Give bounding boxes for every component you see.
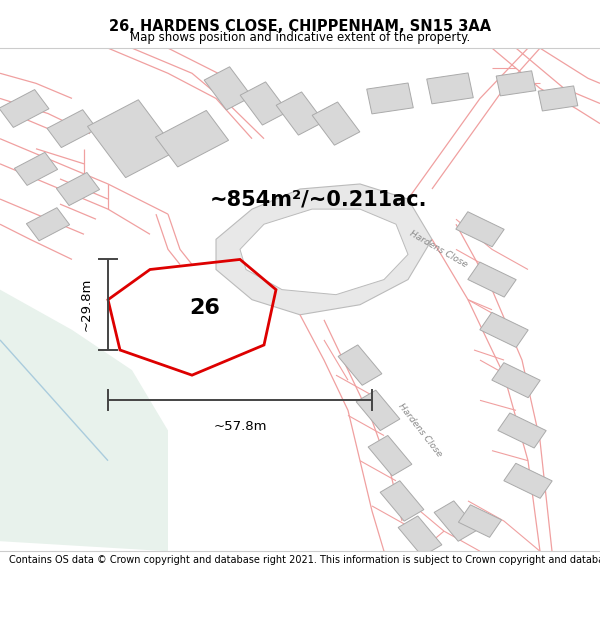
Text: 26, HARDENS CLOSE, CHIPPENHAM, SN15 3AA: 26, HARDENS CLOSE, CHIPPENHAM, SN15 3AA [109, 19, 491, 34]
Polygon shape [312, 102, 360, 145]
Polygon shape [380, 481, 424, 521]
Text: Hardens Close: Hardens Close [407, 229, 469, 269]
Polygon shape [47, 110, 97, 148]
Polygon shape [88, 100, 176, 178]
Polygon shape [240, 82, 288, 125]
Polygon shape [504, 463, 552, 498]
Text: ~57.8m: ~57.8m [213, 421, 267, 434]
Polygon shape [496, 71, 536, 96]
Text: Map shows position and indicative extent of the property.: Map shows position and indicative extent… [130, 31, 470, 44]
Polygon shape [155, 111, 229, 167]
Text: Contains OS data © Crown copyright and database right 2021. This information is : Contains OS data © Crown copyright and d… [9, 555, 600, 565]
Polygon shape [204, 67, 252, 110]
Polygon shape [458, 505, 502, 538]
Polygon shape [26, 208, 70, 241]
Polygon shape [492, 362, 540, 398]
Polygon shape [216, 184, 432, 315]
Polygon shape [56, 173, 100, 206]
Polygon shape [434, 501, 478, 541]
Polygon shape [367, 83, 413, 114]
Polygon shape [338, 345, 382, 385]
Text: ~854m²/~0.211ac.: ~854m²/~0.211ac. [210, 189, 427, 209]
Text: Hardens Close: Hardens Close [397, 402, 443, 459]
Polygon shape [456, 212, 504, 247]
Polygon shape [427, 73, 473, 104]
Polygon shape [0, 89, 49, 127]
Polygon shape [398, 516, 442, 556]
Polygon shape [480, 312, 528, 348]
Polygon shape [0, 289, 168, 551]
Text: 26: 26 [190, 298, 220, 318]
Polygon shape [468, 262, 516, 297]
Polygon shape [368, 436, 412, 476]
Polygon shape [240, 209, 408, 294]
Polygon shape [14, 152, 58, 186]
Polygon shape [276, 92, 324, 135]
Text: ~29.8m: ~29.8m [80, 278, 93, 331]
Polygon shape [356, 390, 400, 431]
Polygon shape [498, 413, 546, 448]
Polygon shape [538, 86, 578, 111]
